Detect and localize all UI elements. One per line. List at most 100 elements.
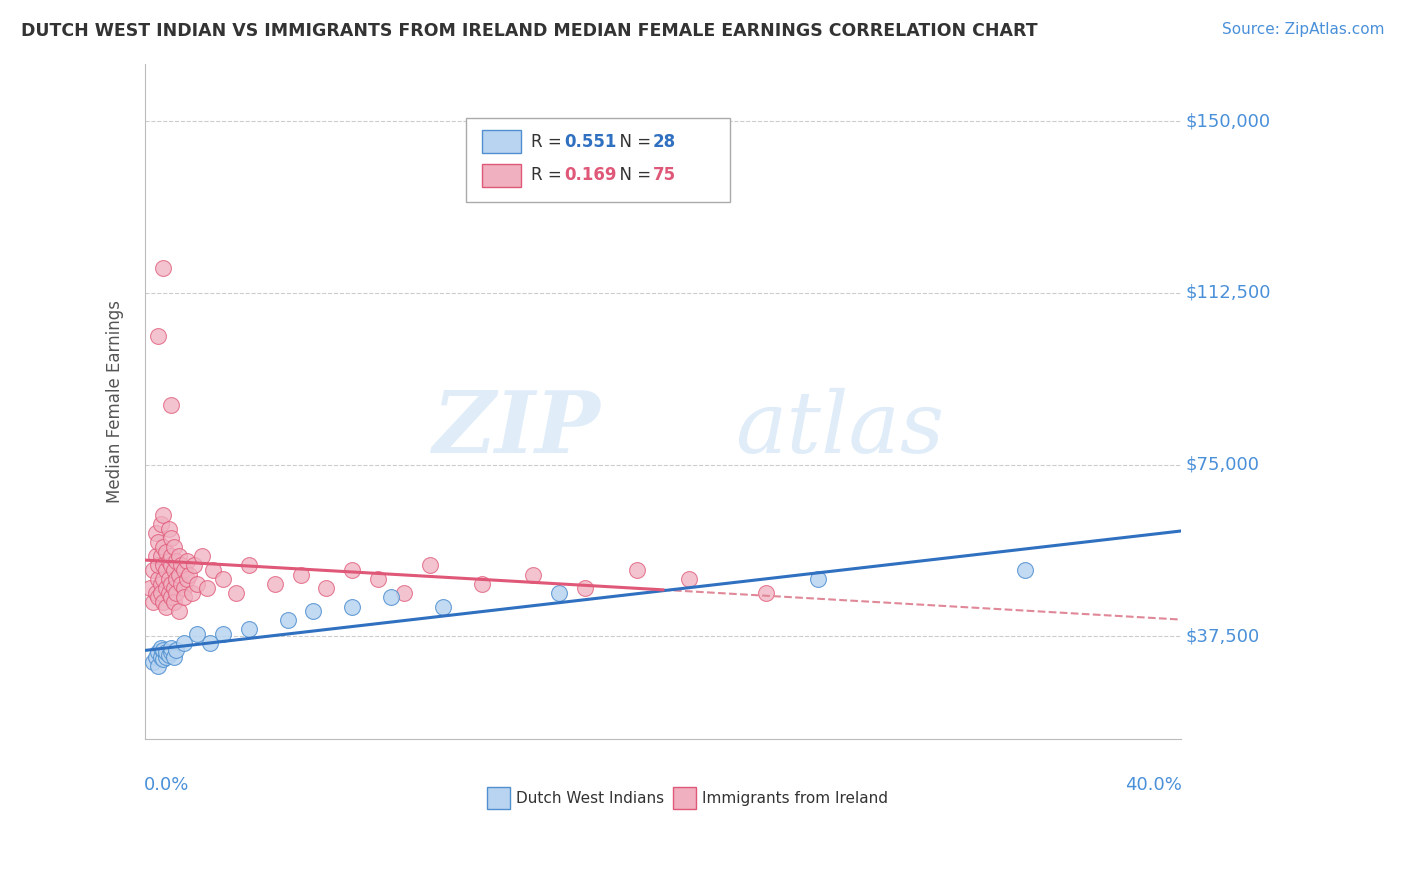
Point xyxy=(155,645,177,659)
Bar xyxy=(673,788,696,809)
Point xyxy=(152,508,174,522)
Point xyxy=(155,563,177,577)
Point xyxy=(342,599,364,614)
Point xyxy=(152,558,174,573)
Point xyxy=(180,586,202,600)
Point xyxy=(380,591,402,605)
Y-axis label: Median Female Earnings: Median Female Earnings xyxy=(107,301,124,503)
Point xyxy=(432,599,454,614)
Point xyxy=(176,554,198,568)
Point xyxy=(146,645,169,659)
Point xyxy=(152,643,174,657)
Point xyxy=(146,659,169,673)
Point xyxy=(173,591,195,605)
Point xyxy=(142,563,165,577)
Point xyxy=(149,517,172,532)
Point xyxy=(152,260,174,275)
Point xyxy=(173,563,195,577)
Point xyxy=(152,572,174,586)
Point xyxy=(191,549,214,564)
Point xyxy=(263,576,285,591)
Point xyxy=(548,586,571,600)
Text: Immigrants from Ireland: Immigrants from Ireland xyxy=(702,790,889,805)
Point xyxy=(167,567,190,582)
Point xyxy=(755,586,778,600)
Point xyxy=(392,586,415,600)
Point xyxy=(142,595,165,609)
Point xyxy=(471,576,494,591)
Point xyxy=(146,329,169,343)
Point xyxy=(302,604,325,618)
Point xyxy=(149,586,172,600)
Text: 75: 75 xyxy=(652,167,676,185)
Point xyxy=(152,652,174,666)
Point xyxy=(173,636,195,650)
Point xyxy=(186,576,208,591)
Point xyxy=(419,558,441,573)
Text: 0.551: 0.551 xyxy=(565,133,617,151)
Text: DUTCH WEST INDIAN VS IMMIGRANTS FROM IRELAND MEDIAN FEMALE EARNINGS CORRELATION : DUTCH WEST INDIAN VS IMMIGRANTS FROM IRE… xyxy=(21,22,1038,40)
Point xyxy=(160,549,183,564)
Text: Source: ZipAtlas.com: Source: ZipAtlas.com xyxy=(1222,22,1385,37)
Point xyxy=(170,576,193,591)
Point xyxy=(195,581,218,595)
Text: 28: 28 xyxy=(652,133,676,151)
Point xyxy=(167,604,190,618)
Point xyxy=(160,591,183,605)
Text: ZIP: ZIP xyxy=(433,387,600,470)
Bar xyxy=(486,788,509,809)
Bar xyxy=(482,130,522,153)
Text: $75,000: $75,000 xyxy=(1185,456,1260,474)
Text: atlas: atlas xyxy=(735,387,945,470)
Point xyxy=(163,563,186,577)
Point xyxy=(163,595,186,609)
Point xyxy=(163,649,186,664)
Point xyxy=(139,581,162,595)
Text: 0.169: 0.169 xyxy=(565,167,617,185)
Point xyxy=(212,627,235,641)
Point xyxy=(160,398,183,412)
Point xyxy=(170,558,193,573)
Text: R =: R = xyxy=(531,133,568,151)
Point xyxy=(165,554,187,568)
Text: 40.0%: 40.0% xyxy=(1125,777,1181,795)
Point xyxy=(165,643,187,657)
Point xyxy=(173,581,195,595)
Point xyxy=(225,586,247,600)
Text: Dutch West Indians: Dutch West Indians xyxy=(516,790,664,805)
Point xyxy=(160,558,183,573)
Point xyxy=(155,649,177,664)
Point xyxy=(160,531,183,545)
Point xyxy=(342,563,364,577)
Point xyxy=(145,586,167,600)
Point xyxy=(157,648,180,662)
Point xyxy=(155,581,177,595)
Point xyxy=(315,581,337,595)
Point xyxy=(145,549,167,564)
Point xyxy=(212,572,235,586)
Point xyxy=(277,613,299,627)
Point xyxy=(146,591,169,605)
Point xyxy=(165,572,187,586)
Point xyxy=(145,526,167,541)
Point xyxy=(807,572,830,586)
Point xyxy=(186,627,208,641)
Point xyxy=(157,554,180,568)
Point xyxy=(678,572,700,586)
Point xyxy=(165,586,187,600)
Text: R =: R = xyxy=(531,167,568,185)
Point xyxy=(157,586,180,600)
Point xyxy=(522,567,544,582)
Point xyxy=(183,558,205,573)
Point xyxy=(574,581,596,595)
Point xyxy=(179,567,201,582)
Text: N =: N = xyxy=(609,133,657,151)
Point xyxy=(176,572,198,586)
Text: $112,500: $112,500 xyxy=(1185,284,1271,302)
Point xyxy=(163,581,186,595)
Point xyxy=(155,599,177,614)
Point xyxy=(145,649,167,664)
Text: $37,500: $37,500 xyxy=(1185,627,1260,645)
Point xyxy=(149,576,172,591)
Point xyxy=(149,549,172,564)
